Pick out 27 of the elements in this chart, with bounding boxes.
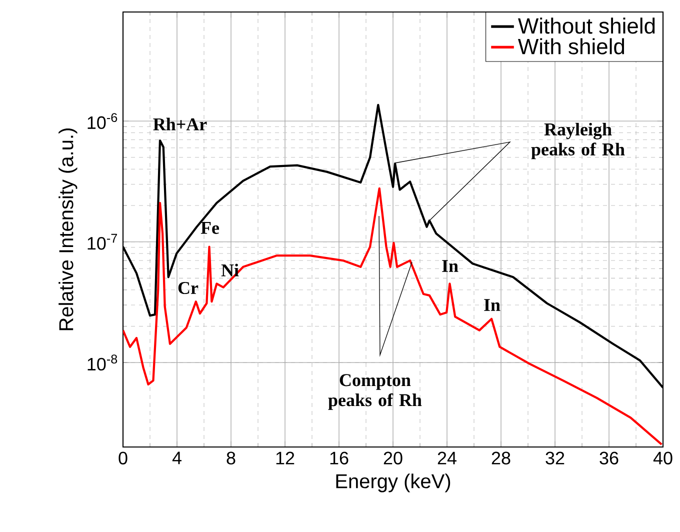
line-series [123,187,663,446]
x-tick-label: 40 [653,452,672,464]
annotation: In [442,260,458,272]
y-tick-label: 10$^{-6}$ [88,113,118,130]
y-tick-label: 10$^{-7}$ [88,234,117,250]
annotation: Ni [221,264,239,276]
x-tick-label: 28 [492,452,510,464]
x-tick-label: 24 [438,452,456,464]
x-tick-label: 36 [600,452,618,464]
x-tick-label: 12 [276,452,294,464]
x-tick-label: 8 [226,452,236,464]
annotation: Rh+Ar [153,118,207,130]
annotation: Rayleigh peaks of Rh [531,122,625,160]
annotation: Fe [200,222,220,234]
x-axis-title: Energy (keV) [336,474,450,492]
annotation: Compton peaks of Rh [328,374,422,410]
legend-label: Without shield [518,18,655,34]
y-tick-label: 10$^{-8}$ [88,354,118,371]
annotation: In [484,299,500,311]
x-tick-label: 16 [330,452,348,464]
x-tick-label: 4 [172,452,182,464]
x-tick-label: 32 [546,452,564,464]
y-axis-title: Relative Intensity (a.u.) [58,128,78,330]
x-tick-label: 0 [118,452,128,464]
legend-label: With shield [518,38,624,54]
annotation: Cr [178,282,198,294]
x-tick-label: 20 [384,452,402,464]
